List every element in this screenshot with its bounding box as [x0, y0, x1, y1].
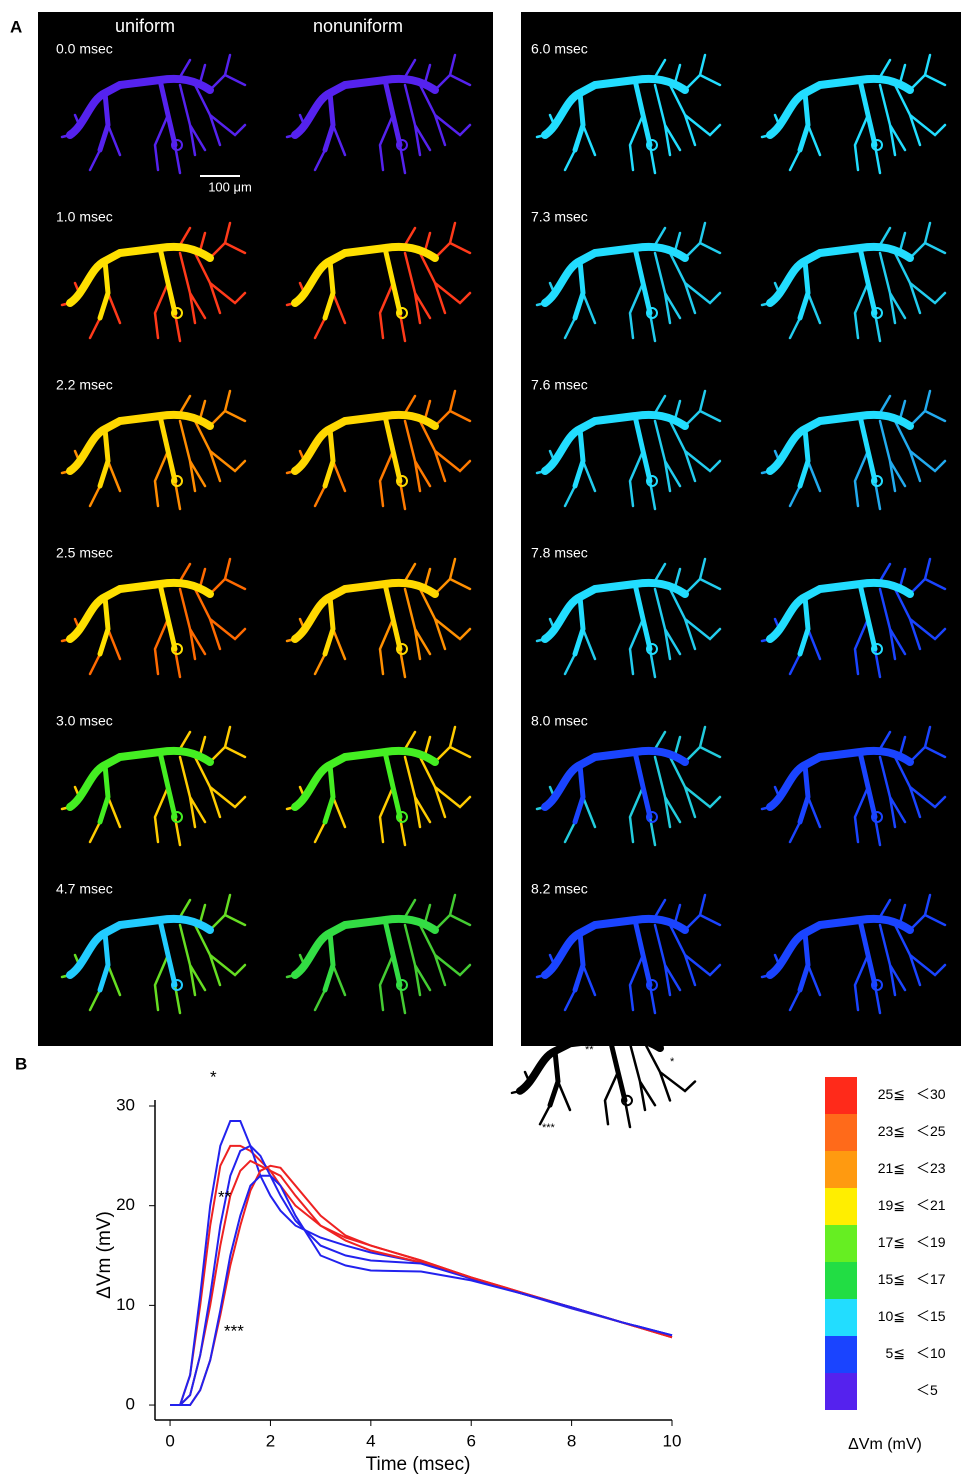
page: A uniform nonuniform 100 μm B Time (msec…	[0, 0, 961, 1482]
color-swatch	[825, 1299, 857, 1336]
line-series	[170, 1161, 672, 1405]
color-swatch	[825, 1262, 857, 1299]
x-tick-label: 2	[266, 1431, 275, 1450]
color-scale-label: ＜17	[916, 1271, 946, 1287]
color-scale-label: 17≦	[878, 1234, 905, 1250]
color-scale-label: ＜5	[916, 1382, 938, 1398]
figure: A uniform nonuniform 100 μm B Time (msec…	[0, 0, 961, 1477]
time-label: 2.2 msec	[56, 377, 113, 393]
x-axis-title: Time (msec)	[366, 1454, 471, 1475]
time-label: 0.0 msec	[56, 41, 113, 57]
color-scale-label: 5≦	[885, 1345, 905, 1361]
color-scale-label: ＜15	[916, 1308, 946, 1324]
x-tick-label: 6	[466, 1431, 475, 1450]
time-label: 7.8 msec	[531, 545, 588, 561]
color-scale-title: ΔVm (mV)	[848, 1436, 922, 1453]
y-tick-label: 20	[116, 1195, 135, 1214]
time-label: 3.0 msec	[56, 713, 113, 729]
inset-annotation: **	[585, 1044, 594, 1056]
color-scale-label: ＜10	[916, 1345, 946, 1361]
color-scale-label: ＜23	[916, 1160, 946, 1176]
color-scale-label: ＜21	[916, 1197, 946, 1213]
color-scale-label: 19≦	[878, 1197, 905, 1213]
panel-label: B	[15, 1054, 27, 1073]
y-tick-label: 0	[126, 1395, 135, 1414]
time-label: 7.6 msec	[531, 377, 588, 393]
inset-annotation: *	[670, 1056, 675, 1068]
color-scale-label: ＜30	[916, 1086, 946, 1102]
color-swatch	[825, 1225, 857, 1262]
line-series	[170, 1146, 672, 1405]
color-scale-label: 15≦	[878, 1271, 905, 1287]
color-scale-label: 10≦	[878, 1308, 905, 1324]
time-label: 7.3 msec	[531, 209, 588, 225]
annotation: *	[210, 1067, 217, 1086]
line-series	[170, 1146, 672, 1405]
color-scale-label: 25≦	[878, 1086, 905, 1102]
color-scale-label: 23≦	[878, 1123, 905, 1139]
color-scale-label: 21≦	[878, 1160, 905, 1176]
y-tick-label: 10	[116, 1295, 135, 1314]
scale-bar-label: 100 μm	[208, 179, 252, 194]
color-swatch	[825, 1114, 857, 1151]
color-swatch	[825, 1077, 857, 1114]
x-tick-label: 4	[366, 1431, 375, 1450]
column-title: uniform	[115, 16, 175, 36]
time-label: 6.0 msec	[531, 41, 588, 57]
time-label: 2.5 msec	[56, 545, 113, 561]
time-label: 4.7 msec	[56, 881, 113, 897]
inset-annotation: ***	[542, 1122, 556, 1134]
panel-label: A	[10, 17, 22, 36]
x-tick-label: 0	[165, 1431, 174, 1450]
color-swatch	[825, 1151, 857, 1188]
x-tick-label: 10	[663, 1431, 682, 1450]
color-swatch	[825, 1188, 857, 1225]
time-label: 8.2 msec	[531, 881, 588, 897]
color-swatch	[825, 1373, 857, 1410]
time-label: 1.0 msec	[56, 209, 113, 225]
annotation: ***	[224, 1321, 244, 1340]
annotation: **	[218, 1187, 232, 1206]
column-title: nonuniform	[313, 16, 403, 36]
color-scale-label: ＜25	[916, 1123, 946, 1139]
color-scale-label: ＜19	[916, 1234, 946, 1250]
y-axis-title: ΔVm (mV)	[94, 1211, 115, 1299]
x-tick-label: 8	[567, 1431, 576, 1450]
time-label: 8.0 msec	[531, 713, 588, 729]
y-tick-label: 30	[116, 1095, 135, 1114]
color-swatch	[825, 1336, 857, 1373]
